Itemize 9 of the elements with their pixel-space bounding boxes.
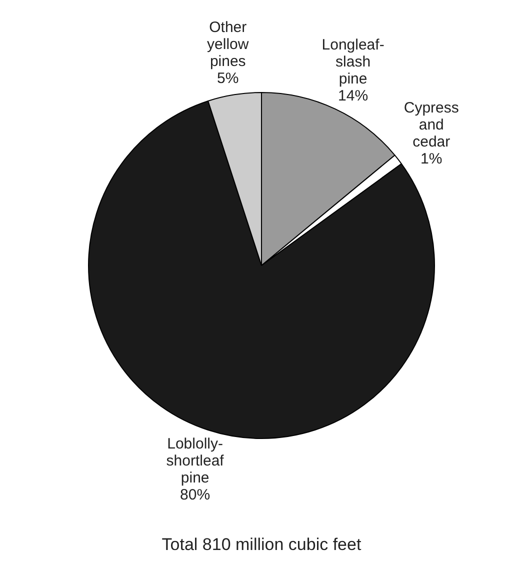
slice-label: Longleaf-slash pine [322, 36, 384, 88]
slice-label: Other yellow pines [207, 18, 249, 70]
text: Total 810 million cubic feet [160, 535, 362, 555]
slice-label: Loblolly-shortleaf pine [166, 436, 225, 487]
data-label: 80% [180, 486, 210, 504]
data-label: 1% [420, 150, 442, 168]
data-label: 14% [338, 88, 368, 105]
data-label: 5% [217, 70, 239, 87]
slice-label: Cypress and cedar [404, 99, 459, 150]
